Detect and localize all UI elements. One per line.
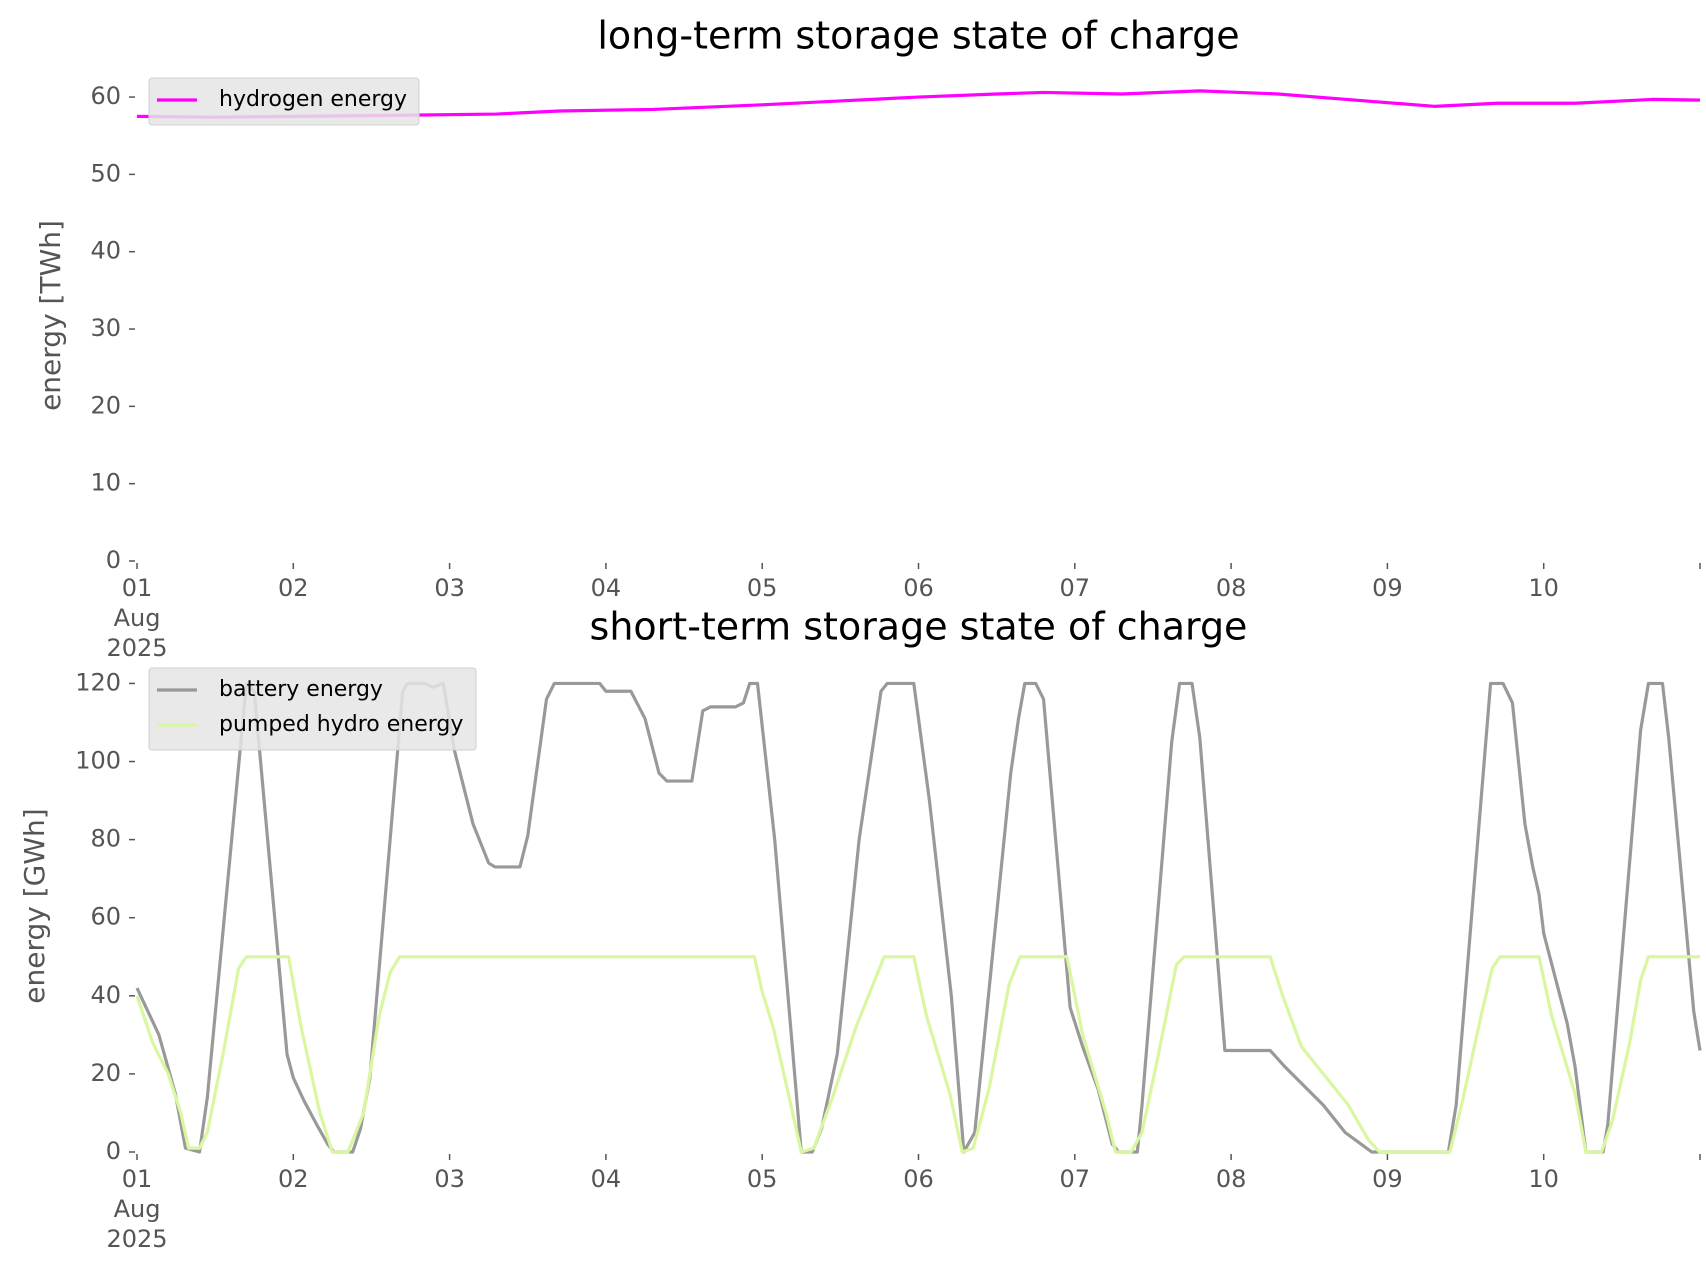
- x-tick-label: 02: [278, 574, 309, 602]
- x-tick-label: 09: [1372, 1165, 1403, 1193]
- x-tick-label: 05: [746, 574, 778, 602]
- y-tick-label: 10: [90, 469, 121, 497]
- legend: battery energy pumped hydro energy: [148, 667, 477, 751]
- x-tick-label: 06: [903, 574, 934, 602]
- y-tick-label: 0: [106, 1137, 121, 1165]
- x-tick-label: 01 Aug 2025: [106, 1165, 168, 1253]
- y-tick-label: 20: [90, 391, 121, 419]
- y-axis-label: energy [TWh]: [34, 220, 67, 411]
- y-tick-label: 60: [90, 82, 121, 110]
- series-line: [135, 955, 1700, 1154]
- x-tick-label: 02: [278, 1165, 309, 1193]
- x-tick-label: 08: [1215, 1165, 1247, 1193]
- y-tick-label: 40: [90, 981, 121, 1009]
- chart-title: long-term storage state of charge: [597, 14, 1239, 58]
- x-tick-label: 05: [746, 1165, 778, 1193]
- y-tick-label: 120: [75, 668, 121, 696]
- x-tick-label: 03: [434, 1165, 465, 1193]
- y-tick-label: 60: [90, 903, 121, 931]
- y-tick-label: 50: [90, 159, 121, 187]
- x-tick-label: 10: [1528, 574, 1559, 602]
- y-tick-label: 80: [90, 825, 121, 853]
- series-line: [135, 681, 1702, 1154]
- y-tick-label: 30: [90, 314, 121, 342]
- chart-title: short-term storage state of charge: [590, 605, 1248, 649]
- x-tick-label: 03: [434, 574, 465, 602]
- legend-label: battery energy: [219, 677, 383, 702]
- y-tick-label: 40: [90, 237, 121, 265]
- legend-box: [148, 667, 477, 751]
- x-tick-label: 06: [903, 1165, 934, 1193]
- x-tick-label: 04: [590, 574, 622, 602]
- y-axis-label: energy [GWh]: [18, 808, 51, 1003]
- legend-label: pumped hydro energy: [219, 712, 463, 737]
- y-tick-label: 20: [90, 1059, 121, 1087]
- legend: hydrogen energy: [148, 77, 420, 126]
- legend-label: hydrogen energy: [219, 87, 407, 112]
- y-tick-label: 0: [106, 546, 121, 574]
- x-tick-label: 10: [1528, 1165, 1559, 1193]
- legend-box: [148, 77, 420, 126]
- x-tick-label: 07: [1059, 574, 1091, 602]
- x-tick-label: 08: [1215, 574, 1247, 602]
- y-tick-label: 100: [75, 747, 121, 775]
- x-tick-label: 04: [590, 1165, 622, 1193]
- series-line: [136, 89, 1701, 119]
- x-tick-label: 01 Aug 2025: [106, 574, 168, 662]
- x-tick-label: 07: [1059, 1165, 1091, 1193]
- x-tick-label: 09: [1372, 574, 1403, 602]
